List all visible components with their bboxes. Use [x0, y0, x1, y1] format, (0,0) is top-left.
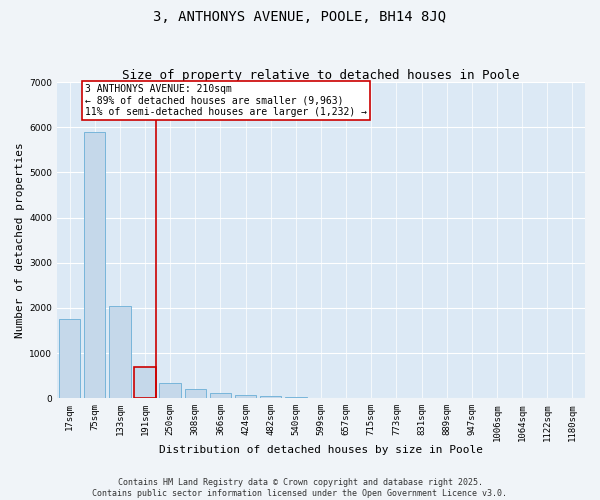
Bar [109, 306, 131, 398]
Text: 3 ANTHONYS AVENUE: 210sqm
← 89% of detached houses are smaller (9,963)
11% of se: 3 ANTHONYS AVENUE: 210sqm ← 89% of detac… [85, 84, 367, 117]
Bar [210, 392, 231, 398]
X-axis label: Distribution of detached houses by size in Poole: Distribution of detached houses by size … [159, 445, 483, 455]
Y-axis label: Number of detached properties: Number of detached properties [15, 142, 25, 338]
Bar [235, 395, 256, 398]
Title: Size of property relative to detached houses in Poole: Size of property relative to detached ho… [122, 69, 520, 82]
Bar [59, 320, 80, 398]
Bar [285, 397, 307, 398]
Bar [160, 382, 181, 398]
Bar [185, 390, 206, 398]
Text: Contains HM Land Registry data © Crown copyright and database right 2025.
Contai: Contains HM Land Registry data © Crown c… [92, 478, 508, 498]
Bar [84, 132, 106, 398]
Bar [134, 366, 156, 398]
Text: 3, ANTHONYS AVENUE, POOLE, BH14 8JQ: 3, ANTHONYS AVENUE, POOLE, BH14 8JQ [154, 10, 446, 24]
Bar [260, 396, 281, 398]
